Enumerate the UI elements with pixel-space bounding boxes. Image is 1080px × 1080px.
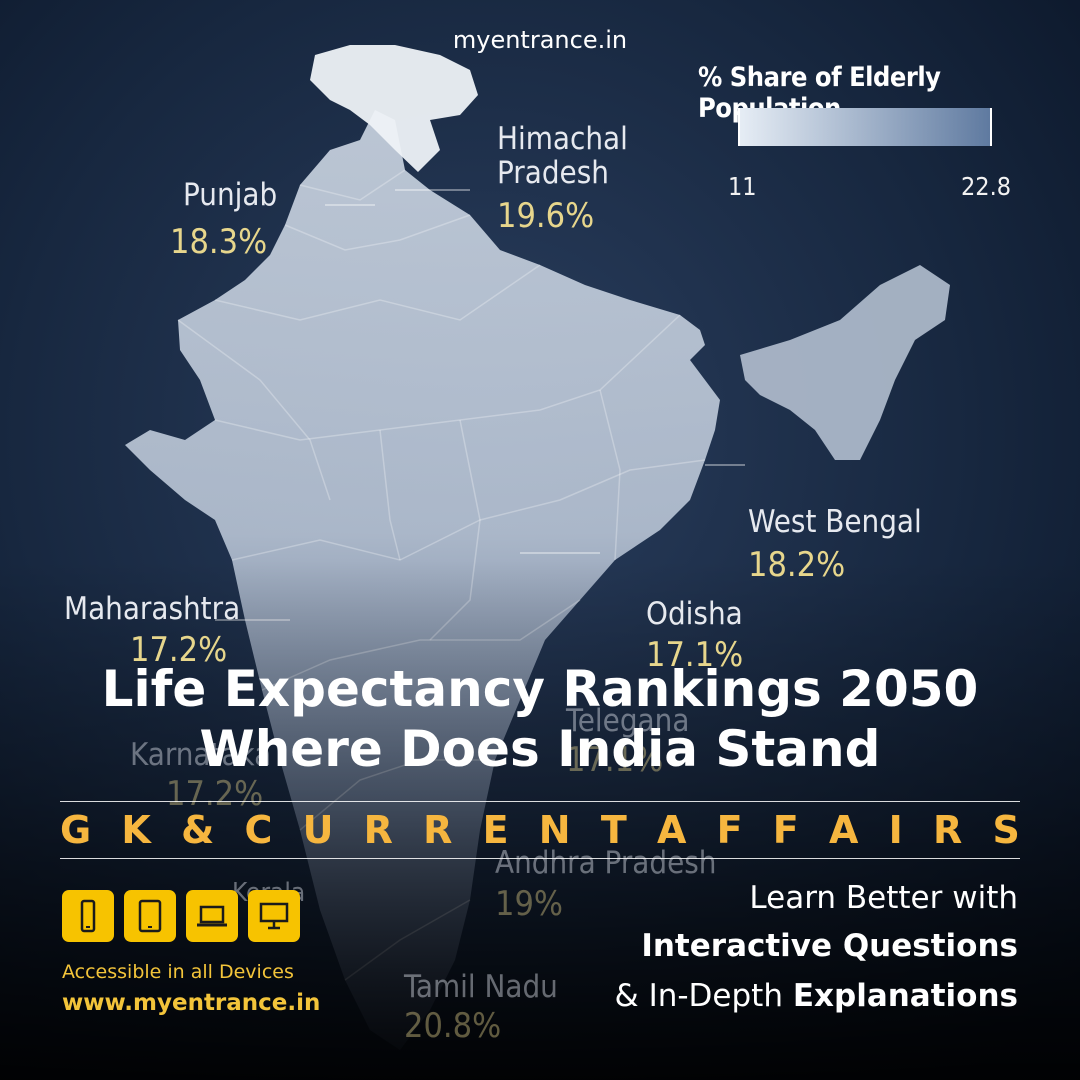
legend-max-label: 22.8 xyxy=(961,172,1012,201)
desktop-icon xyxy=(248,890,300,942)
northeast-region xyxy=(740,265,950,460)
state-value: 19.6% xyxy=(497,196,595,236)
bottom-divider xyxy=(60,858,1020,859)
promo-line-1: Learn Better with xyxy=(749,880,1018,916)
state-label-karnataka: Karnataka 17.2% xyxy=(130,738,271,814)
category-letter: R xyxy=(423,808,453,852)
device-icons xyxy=(62,890,300,942)
state-label-punjab: Punjab 18.3% xyxy=(170,177,278,262)
category-letter: G xyxy=(60,808,92,852)
category-letter: U xyxy=(302,808,334,852)
state-label-tamil-nadu: Tamil Nadu 20.8% xyxy=(404,970,558,1046)
state-value: 17.1% xyxy=(566,740,664,780)
category-letter: C xyxy=(244,808,273,852)
state-value: 20.8% xyxy=(404,1006,502,1046)
bottom-shade xyxy=(0,560,1080,1080)
state-name: Himachal Pradesh xyxy=(497,121,628,191)
category-letter: A xyxy=(828,808,859,852)
watermark: myentrance.in xyxy=(452,26,628,54)
tablet-icon xyxy=(124,890,176,942)
state-name: Karnataka xyxy=(130,737,272,773)
headline-line-1: Life Expectancy Rankings 2050 xyxy=(101,660,979,718)
state-label-himachal-pradesh: Himachal Pradesh 19.6% xyxy=(497,122,628,236)
state-name: Punjab xyxy=(183,177,278,213)
category-banner: G K & C U R R E N T A F F A I R S xyxy=(60,806,1020,854)
category-letter: S xyxy=(992,808,1020,852)
category-letter: N xyxy=(538,808,571,852)
state-label-maharashtra: Maharashtra 17.2% xyxy=(64,592,240,670)
state-value: 19% xyxy=(495,884,563,924)
category-letter: K xyxy=(121,808,151,852)
category-letter: E xyxy=(482,808,509,852)
category-letter: & xyxy=(181,808,215,852)
accessible-devices-text: Accessible in all Devices xyxy=(62,961,294,983)
state-value: 17.2% xyxy=(166,774,264,814)
promo-line-3-bold: Explanations xyxy=(792,978,1018,1014)
state-name: West Bengal xyxy=(748,504,922,540)
category-letter: R xyxy=(363,808,393,852)
state-value: 17.1% xyxy=(646,635,744,675)
kashmir-region xyxy=(310,45,478,172)
laptop-icon xyxy=(186,890,238,942)
category-letter: I xyxy=(888,808,903,852)
category-letter: R xyxy=(932,808,963,852)
state-value: 17.2% xyxy=(130,630,228,670)
state-label-west-bengal: West Bengal 18.2% xyxy=(748,505,922,585)
top-divider xyxy=(60,801,1020,802)
headline-line-2: Where Does India Stand xyxy=(199,720,881,778)
legend-title: % Share of Elderly Population xyxy=(698,62,941,124)
state-name: Tamil Nadu xyxy=(404,969,558,1005)
state-name: Andhra Pradesh xyxy=(495,845,717,881)
state-name: Maharashtra xyxy=(64,591,241,627)
state-label-odisha: Odisha 17.1% xyxy=(646,597,743,675)
state-label-telegana: Telegana 17.1% xyxy=(566,704,689,780)
category-letter: T xyxy=(600,808,627,852)
state-name: Telegana xyxy=(566,703,690,739)
legend-color-scale xyxy=(738,108,992,146)
state-value: 18.3% xyxy=(170,222,268,262)
category-letter: F xyxy=(772,808,799,852)
category-letter: F xyxy=(716,808,743,852)
website-link[interactable]: www.myentrance.in xyxy=(62,990,321,1016)
promo-line-3: & In-Depth Explanations xyxy=(615,978,1018,1014)
state-value: 18.2% xyxy=(748,545,846,585)
legend-min-label: 11 xyxy=(728,172,757,201)
state-label-andhra-pradesh: Andhra Pradesh 19% xyxy=(495,846,716,924)
smartphone-icon xyxy=(62,890,114,942)
category-letter: A xyxy=(656,808,687,852)
promo-line-2: Interactive Questions xyxy=(641,928,1018,964)
state-name: Odisha xyxy=(646,596,743,632)
promo-line-3-prefix: & In-Depth xyxy=(614,978,793,1014)
